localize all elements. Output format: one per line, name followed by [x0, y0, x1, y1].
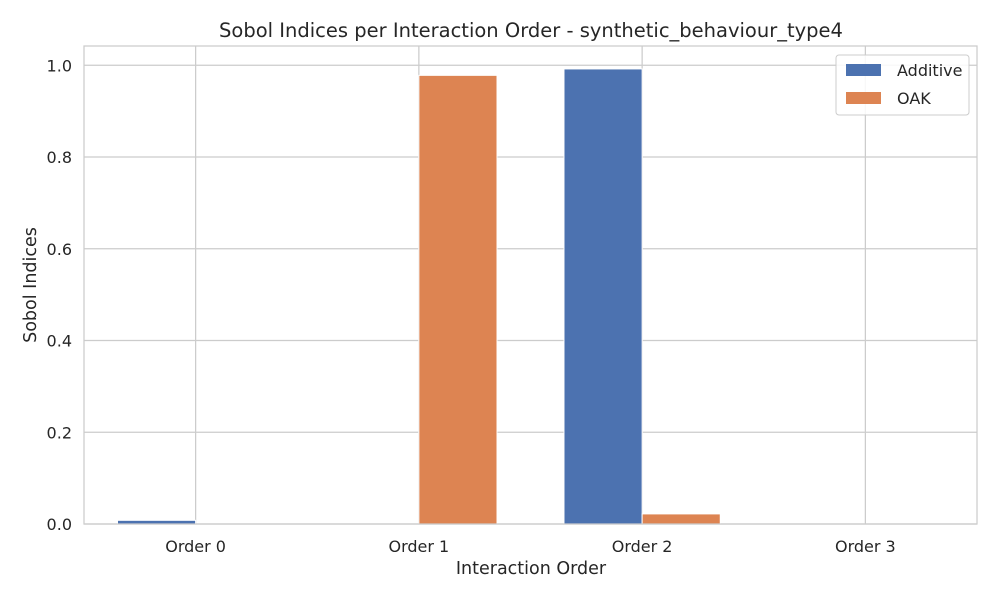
y-tick-labels: 0.0 0.2 0.4 0.6 0.8 1.0 [47, 56, 72, 534]
y-tick-label: 0.6 [47, 240, 72, 259]
bar-oak-order-1 [418, 74, 498, 525]
y-tick-label: 0.0 [47, 515, 72, 534]
x-tick-labels: Order 0 Order 1 Order 2 Order 3 [165, 537, 895, 556]
x-tick-label: Order 3 [835, 537, 896, 556]
bars [116, 68, 721, 525]
x-tick-label: Order 0 [165, 537, 226, 556]
x-tick-label: Order 2 [612, 537, 673, 556]
y-tick-label: 0.8 [47, 148, 72, 167]
legend: Additive OAK [835, 54, 970, 116]
x-axis-label: Interaction Order [456, 559, 607, 579]
legend-label-additive: Additive [897, 61, 962, 80]
y-tick-label: 0.2 [47, 423, 72, 442]
x-tick-label: Order 1 [389, 537, 450, 556]
legend-label-oak: OAK [897, 89, 931, 108]
y-axis-label: Sobol Indices [21, 227, 41, 343]
legend-swatch-additive [846, 64, 881, 76]
bar-additive-order-2 [563, 68, 643, 525]
plot-frame [83, 45, 978, 525]
chart-title: Sobol Indices per Interaction Order - sy… [219, 19, 843, 42]
legend-swatch-oak [846, 92, 881, 104]
y-tick-label: 1.0 [47, 56, 72, 75]
y-tick-label: 0.4 [47, 332, 72, 351]
bar-oak-order-2 [641, 513, 721, 525]
